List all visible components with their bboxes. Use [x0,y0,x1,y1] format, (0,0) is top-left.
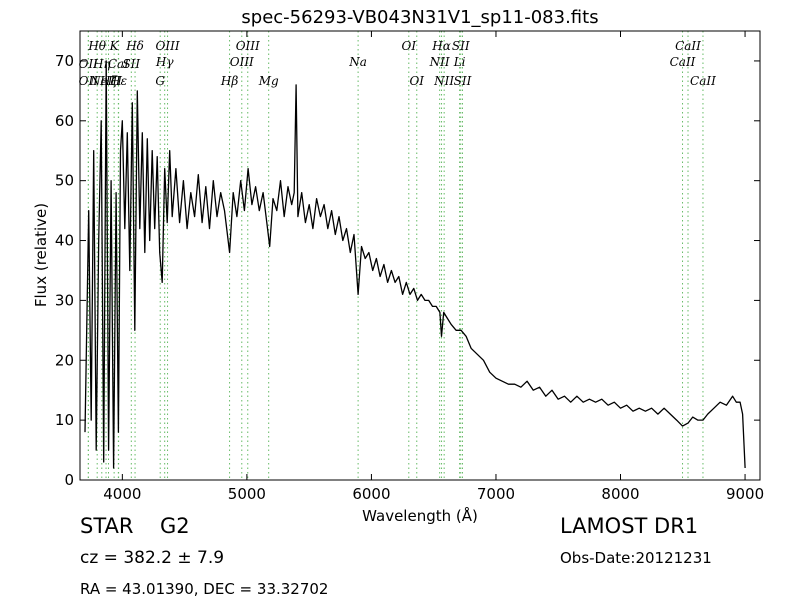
x-tick-label: 8000 [601,485,639,503]
coordinates-text: RA = 43.01390, DEC = 33.32702 [80,580,329,598]
x-tick-label: 5000 [228,485,266,503]
y-tick-label: 60 [55,112,74,130]
line-label: SII [454,74,472,88]
y-tick-label: 70 [55,52,74,70]
line-label: Hζ [99,74,118,88]
object-class: STAR [80,514,134,538]
line-label: Hδ [125,39,144,53]
y-tick-label: 40 [55,232,74,250]
line-label: Hγ [155,55,174,69]
line-label: NII [429,55,450,69]
y-tick-label: 10 [55,411,74,429]
line-label: Hθ [87,39,106,53]
y-tick-label: 20 [55,351,74,369]
line-label: CaI [108,57,129,71]
line-label: OIII [230,55,254,69]
line-label: SII [452,39,470,53]
spectral-line-markers [87,31,704,480]
line-label: OII [79,74,99,88]
line-label: Hβ [220,74,238,88]
x-tick-label: 6000 [352,485,390,503]
spectrum-group [84,60,746,469]
line-label: Hα [431,39,451,53]
line-label: Li [453,55,466,69]
line-label: NII [433,74,454,88]
observation-date: Obs-Date:20121231 [560,549,712,567]
line-label: OI [409,74,424,88]
y-axis-ticks: 0 10 20 30 40 50 60 70 [55,52,760,489]
line-label: K [109,39,120,53]
line-label: CaII [670,55,696,69]
x-axis-ticks: 4000 5000 6000 7000 8000 9000 [103,31,764,503]
chart-title: spec-56293-VB043N31V1_sp11-083.fits [241,7,598,28]
line-label: Na [348,55,367,69]
y-axis-label: Flux (relative) [32,203,50,307]
x-tick-label: 7000 [477,485,515,503]
spectral-line-labels: OIIOIIHθHηNeIIIHζKCaIHεSIIHδGHγOIIIHβOII… [79,39,716,88]
x-tick-label: 9000 [726,485,764,503]
y-tick-label: 50 [55,172,74,190]
redshift-text: cz = 382.2 ± 7.9 [80,548,225,568]
line-label: Mg [258,74,279,88]
line-label: G [155,74,165,88]
line-label: CaII [675,39,701,53]
line-label: OIII [156,39,180,53]
object-subclass: G2 [160,514,190,538]
x-tick-label: 4000 [103,485,141,503]
y-tick-label: 30 [55,291,74,309]
plot-frame [79,30,761,481]
line-label: Hε [109,74,127,88]
spectrum-line [84,60,746,469]
line-label: OIII [236,39,260,53]
line-label: CaII [690,74,716,88]
line-label: OI [402,39,417,53]
line-label: SII [122,57,140,71]
x-axis-label: Wavelength (Å) [362,506,478,525]
y-tick-label: 0 [64,471,74,489]
survey-name: LAMOST DR1 [560,514,699,538]
